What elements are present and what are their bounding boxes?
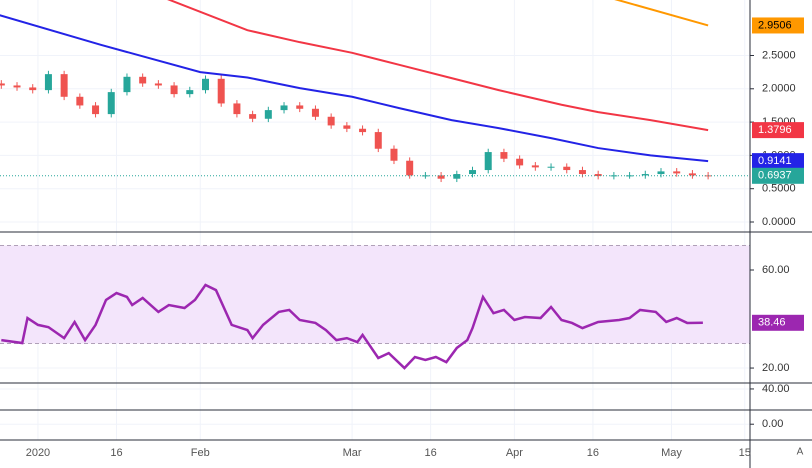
price-label: 38.46	[758, 317, 786, 329]
candle-body	[516, 158, 524, 166]
y-tick-label: 20.00	[762, 362, 790, 374]
candle-body	[406, 160, 414, 176]
candle-body	[280, 105, 288, 111]
line-series	[1, 283, 703, 370]
candle-body	[688, 173, 696, 176]
candle-body	[13, 85, 21, 88]
y-tick-label: 0.00	[762, 418, 783, 430]
x-tick-label: Feb	[191, 447, 210, 459]
line-series	[167, 0, 709, 132]
candle-body	[0, 83, 5, 86]
price-label-box	[752, 167, 804, 184]
candle-body	[610, 175, 618, 177]
price-label: 0.9141	[758, 155, 792, 167]
x-tick-label: Mar	[343, 447, 362, 459]
candle-body	[123, 76, 131, 93]
y-tick-label: 2.0000	[762, 83, 796, 95]
x-tick-label: 15	[739, 447, 751, 459]
candle-body	[343, 125, 351, 129]
price-label-box	[752, 122, 804, 139]
candle-body	[547, 166, 555, 168]
candle-body	[264, 110, 272, 119]
band-fill	[0, 245, 750, 344]
candle-body	[311, 108, 319, 117]
price-label: 0.6937	[758, 170, 792, 182]
y-tick-label: 60.00	[762, 264, 790, 276]
candle-body	[484, 152, 492, 171]
y-tick-label: 0.0000	[762, 216, 796, 228]
candle-body	[170, 85, 178, 95]
candle-body	[374, 132, 382, 149]
line-series	[0, 14, 709, 163]
x-tick-label: Apr	[506, 447, 523, 459]
x-tick-label: May	[661, 447, 682, 459]
candle-body	[44, 74, 52, 91]
candle-body	[469, 170, 477, 175]
background	[0, 0, 750, 440]
candle-body	[594, 174, 602, 177]
price-label: 2.9506	[758, 19, 792, 31]
x-tick-label: 16	[110, 447, 122, 459]
candle-body	[233, 103, 241, 115]
candle-body	[359, 128, 367, 133]
price-label-box	[752, 314, 804, 331]
rsi-pane	[0, 244, 750, 370]
price-label-box	[752, 153, 804, 170]
line-series	[614, 0, 709, 27]
x-tick-label: 16	[587, 447, 599, 459]
candle-body	[29, 87, 37, 91]
candle-body	[390, 148, 398, 161]
candle-body	[139, 76, 147, 84]
candle-body	[500, 152, 508, 159]
candle-body	[453, 174, 461, 179]
price-label: 1.3796	[758, 124, 792, 136]
candle-body	[217, 78, 225, 104]
x-tick-label: 16	[425, 447, 437, 459]
candle-body	[296, 105, 304, 109]
candle-body	[186, 90, 194, 95]
candle-body	[421, 175, 429, 177]
candle-body	[60, 74, 68, 97]
price-pane	[0, 0, 750, 183]
y-tick-label: 2.5000	[762, 49, 796, 61]
candle-body	[626, 175, 634, 177]
candle-body	[657, 171, 665, 175]
auto-scale-button[interactable]: A	[797, 447, 804, 458]
x-tick-label: 2020	[26, 447, 50, 459]
candle-body	[563, 166, 571, 171]
candle-body	[107, 92, 115, 115]
candle-body	[673, 171, 681, 174]
candle-body	[201, 78, 209, 91]
candle-body	[437, 175, 445, 179]
candle-body	[327, 116, 335, 126]
price-labels: 2.9506 1.3796 0.9141 0.6937 38.46	[752, 17, 804, 331]
y-tick-label: 0.5000	[762, 183, 796, 195]
candle-body	[76, 96, 84, 106]
candle-body	[641, 174, 649, 176]
candle-body	[154, 83, 162, 86]
candle-body	[92, 105, 100, 115]
price-label-box	[752, 17, 804, 34]
candle-body	[531, 165, 539, 168]
candle-body	[249, 114, 257, 119]
candle-body	[578, 170, 586, 175]
y-tick-label: 40.00	[762, 383, 790, 395]
